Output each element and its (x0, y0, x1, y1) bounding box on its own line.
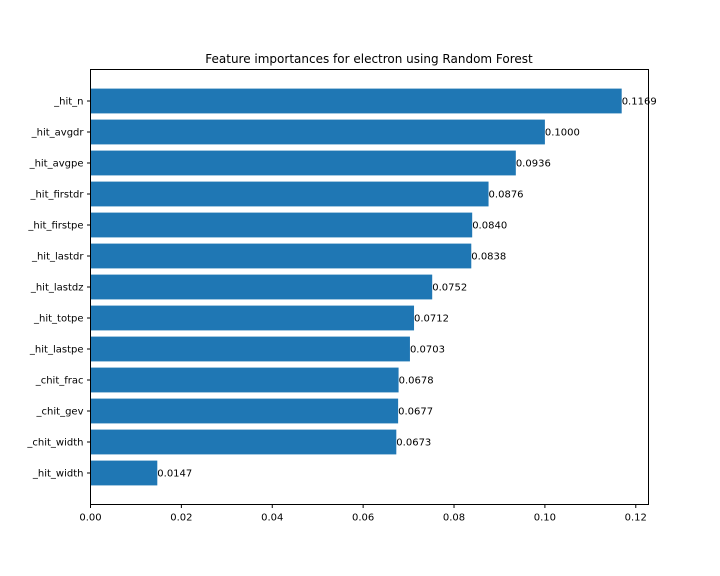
x-tick-label: 0.06 (352, 513, 374, 524)
y-tick-label: _hit_firstdr (29, 190, 84, 201)
value-label: 0.0752 (432, 283, 467, 294)
y-tick-label: _chit_width (26, 438, 83, 449)
value-label: 0.1000 (545, 128, 580, 139)
chart-title: Feature importances for electron using R… (205, 52, 533, 66)
x-tick-label: 0.00 (79, 513, 101, 524)
plot-frame (90, 69, 649, 505)
bar-chit-width (90, 429, 397, 455)
value-label: 0.0673 (396, 438, 431, 449)
value-label: 0.0677 (398, 407, 433, 418)
value-label: 0.0838 (471, 252, 506, 263)
value-label: 0.0678 (399, 376, 434, 387)
value-label: 0.0147 (157, 469, 192, 480)
bar-chit-gev (90, 398, 399, 424)
bar-hit-n (90, 88, 622, 114)
value-label: 0.0712 (414, 314, 449, 325)
bar-hit-width (90, 460, 158, 486)
y-tick-label: _hit_firstpe (27, 221, 83, 232)
bar-hit-lastdz (90, 274, 433, 300)
y-tick-label: _hit_lastpe (29, 345, 84, 356)
x-tick-label: 0.08 (443, 513, 465, 524)
x-tick-label: 0.04 (261, 513, 283, 524)
bar-hit-firstdr (90, 181, 489, 207)
bar-hit-lastpe (90, 336, 410, 362)
bar-chit-frac (90, 367, 399, 393)
x-tick-label: 0.02 (170, 513, 192, 524)
y-tick-label: _hit_width (32, 469, 84, 480)
y-tick-label: _hit_lastdz (30, 283, 84, 294)
x-axis-ticks: 0.00 0.02 0.04 0.06 0.08 0.10 0.12 (79, 504, 647, 524)
bar-hit-lastdr (90, 243, 472, 269)
x-tick-label: 0.10 (534, 513, 556, 524)
bar-hit-avgpe (90, 150, 516, 176)
y-tick-label: _chit_frac (35, 376, 84, 387)
value-label: 0.0703 (410, 345, 445, 356)
y-tick-label: _hit_lastdr (31, 252, 84, 263)
y-tick-label: _hit_totpe (33, 314, 84, 325)
y-tick-label: _hit_avgdr (31, 128, 85, 139)
y-tick-label: _hit_n (53, 97, 83, 108)
bar-hit-firstpe (90, 212, 473, 238)
value-label: 0.1169 (622, 97, 657, 108)
value-label: 0.0936 (516, 159, 551, 170)
x-tick-label: 0.12 (625, 513, 647, 524)
value-label: 0.0840 (472, 221, 507, 232)
y-tick-label: _chit_gev (36, 407, 84, 418)
value-label: 0.0876 (489, 190, 524, 201)
bars-layer (90, 88, 622, 486)
value-labels: 0.1169 0.1000 0.0936 0.0876 0.0840 0.0838 0.07… (157, 97, 656, 480)
y-tick-label: _hit_avgpe (29, 159, 84, 170)
bar-hit-totpe (90, 305, 415, 331)
y-tick-labels: _hit_n _hit_avgdr _hit_avgpe _hit_firstdr _h… (26, 97, 91, 480)
bar-hit-avgdr (90, 119, 545, 145)
